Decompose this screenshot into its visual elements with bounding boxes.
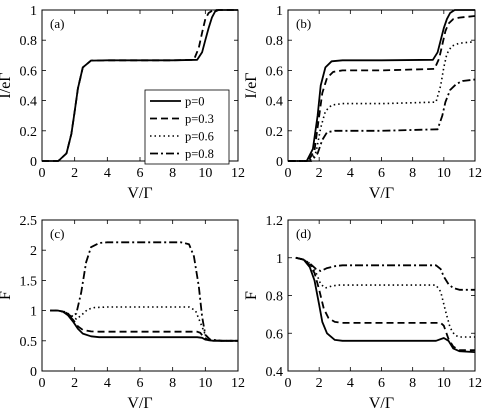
x-tick-label: 10 xyxy=(198,166,212,181)
y-tick-label: 1.5 xyxy=(20,274,38,289)
panel-label: (a) xyxy=(50,16,64,31)
x-tick-label: 2 xyxy=(316,166,323,181)
series-line-solid xyxy=(288,9,475,162)
x-tick-label: 10 xyxy=(198,376,212,391)
series-line-dashed xyxy=(50,309,238,342)
y-tick-label: 0.6 xyxy=(20,64,38,79)
x-tick-label: 6 xyxy=(378,376,385,391)
legend-box xyxy=(144,89,230,165)
y-tick-label: 0.8 xyxy=(266,34,284,49)
y-tick-label: 0.8 xyxy=(266,290,284,305)
x-tick-label: 8 xyxy=(409,376,416,391)
x-tick-label: 8 xyxy=(169,166,176,181)
series-line-dashed xyxy=(288,15,476,162)
plot-frame xyxy=(41,9,239,162)
series-line-solid xyxy=(295,256,476,353)
x-axis-title: V/Γ xyxy=(127,395,152,412)
y-axis-title: F xyxy=(243,291,260,300)
y-axis-title: I/eΓ xyxy=(0,72,14,98)
plot-frame xyxy=(287,9,476,162)
y-tick-label: 0 xyxy=(30,365,37,380)
series-line-dotted xyxy=(50,306,238,342)
y-tick-label: 1 xyxy=(30,305,37,320)
x-tick-label: 10 xyxy=(437,166,451,181)
x-tick-label: 2 xyxy=(316,376,323,391)
y-tick-label: 0.2 xyxy=(266,125,284,140)
x-tick-label: 0 xyxy=(285,376,292,391)
y-tick-label: 0.4 xyxy=(266,365,284,380)
panel-label: (c) xyxy=(50,226,64,241)
y-tick-label: 1 xyxy=(276,4,283,19)
panel-a: 0 2 4 6 8 10 12 0 0.2 0.4 0.6 0.8 1 V/Γ I/eΓ (a) p=0 p=0.… xyxy=(0,4,245,202)
plot-frame xyxy=(287,219,476,372)
y-axis-title: F xyxy=(0,291,14,300)
series-line-dashed xyxy=(295,256,475,352)
x-tick-label: 8 xyxy=(169,376,176,391)
x-tick-label: 12 xyxy=(468,376,482,391)
plot-frame xyxy=(41,219,239,372)
x-tick-label: 10 xyxy=(437,376,451,391)
y-tick-label: 2.5 xyxy=(20,214,38,229)
panel-label: (b) xyxy=(296,16,311,31)
series-line-dotted xyxy=(295,257,475,338)
legend-label: p=0.6 xyxy=(185,130,214,144)
y-tick-label: 0 xyxy=(30,155,37,170)
y-tick-label: 0 xyxy=(276,155,283,170)
x-tick-label: 4 xyxy=(104,376,111,391)
series-line-dashdot xyxy=(295,256,475,291)
legend: p=0 p=0.3 p=0.6 p=0.8 xyxy=(144,89,230,165)
x-tick-label: 6 xyxy=(137,166,144,181)
y-tick-label: 0.6 xyxy=(266,64,284,79)
y-tick-label: 2 xyxy=(30,244,37,259)
y-tick-label: 1 xyxy=(276,252,283,267)
x-tick-label: 6 xyxy=(137,376,144,391)
x-tick-label: 0 xyxy=(285,166,292,181)
panel-d: 0 2 4 6 8 10 12 0.4 0.6 0.8 1 1.2 V/Γ F (d) xyxy=(243,214,482,412)
x-axis-title: V/Γ xyxy=(369,185,394,202)
y-tick-label: 0.6 xyxy=(266,327,284,342)
panel-label: (d) xyxy=(296,226,311,241)
series-line-dashdot xyxy=(50,241,238,342)
x-tick-label: 6 xyxy=(378,166,385,181)
x-tick-label: 8 xyxy=(409,166,416,181)
y-tick-label: 0.2 xyxy=(20,125,38,140)
legend-label: p=0.8 xyxy=(185,147,214,161)
x-tick-label: 12 xyxy=(231,166,245,181)
y-tick-label: 0.4 xyxy=(20,95,38,110)
panel-c: 0 2 4 6 8 10 12 0 0.5 1 1.5 2 2.5 V/Γ F (c) xyxy=(0,214,245,412)
series-line-dashed xyxy=(42,9,238,162)
series-line-dotted xyxy=(288,40,476,162)
legend-label: p=0.3 xyxy=(185,112,214,126)
y-tick-label: 0.8 xyxy=(20,34,38,49)
x-tick-label: 4 xyxy=(104,166,111,181)
x-tick-label: 0 xyxy=(39,376,46,391)
legend-label: p=0 xyxy=(185,95,205,109)
x-tick-label: 2 xyxy=(71,376,78,391)
y-tick-label: 1.2 xyxy=(266,214,284,229)
x-axis-title: V/Γ xyxy=(127,185,152,202)
x-tick-label: 2 xyxy=(71,166,78,181)
y-tick-label: 1 xyxy=(30,4,37,19)
x-tick-label: 12 xyxy=(231,376,245,391)
series-line-dashdot xyxy=(288,78,476,162)
x-tick-label: 12 xyxy=(468,166,482,181)
y-axis-title: I/eΓ xyxy=(243,72,260,98)
x-tick-label: 4 xyxy=(347,166,354,181)
y-tick-label: 0.4 xyxy=(266,95,284,110)
x-tick-label: 0 xyxy=(39,166,46,181)
panel-b: 0 2 4 6 8 10 12 0 0.2 0.4 0.6 0.8 1 V/Γ I/eΓ (b) xyxy=(243,4,482,202)
y-tick-label: 0.5 xyxy=(20,335,38,350)
x-tick-label: 4 xyxy=(347,376,354,391)
x-axis-title: V/Γ xyxy=(369,395,394,412)
